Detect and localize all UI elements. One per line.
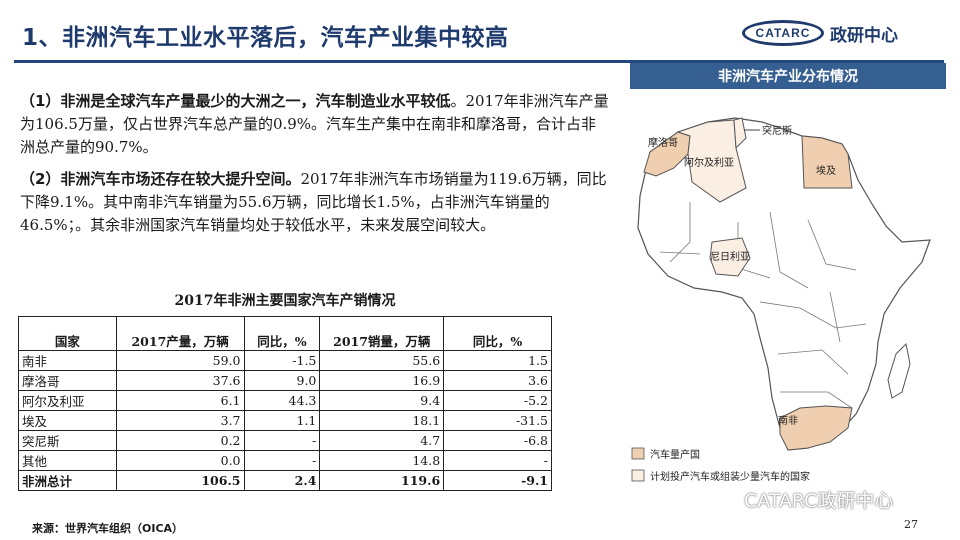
cell: -31.5 xyxy=(443,410,552,431)
paragraph-production-heading: （1）非洲是全球汽车产量最少的大洲之一，汽车制造业水平较低 xyxy=(20,92,451,110)
cell: 9.0 xyxy=(243,370,321,391)
cell: 119.6 xyxy=(319,470,445,491)
header-production: 2017产量，万辆 xyxy=(115,316,245,351)
map-south-africa xyxy=(779,405,853,451)
cell: 南非 xyxy=(18,350,117,371)
table-row: 突尼斯 0.2-4.7 -6.8 xyxy=(18,430,552,451)
map-algeria xyxy=(676,119,747,203)
cell: 埃及 xyxy=(18,410,117,431)
table-row: 阿尔及利亚 6.1 44.3 9.4 -5.2 xyxy=(18,390,552,411)
logo-text: 政研中心 xyxy=(830,25,898,46)
paragraph-production: （1）非洲是全球汽车产量最少的大洲之一，汽车制造业水平较低。2017年非洲汽车产… xyxy=(20,90,610,159)
table-title: 2017年非洲主要国家汽车产销情况 xyxy=(174,293,396,309)
legend-swatch-producer xyxy=(631,447,645,460)
map-title: 非洲汽车产业分布情况 xyxy=(630,63,946,89)
page-number: 27 xyxy=(904,518,918,531)
production-sales-table: 国家 2017产量，万辆 同比，% 2017销量，万辆 同比，% 南非 59.0-… xyxy=(18,316,552,491)
cell: - xyxy=(443,450,552,471)
cell: 16.9 xyxy=(319,370,445,391)
map-madagascar xyxy=(887,342,911,399)
map-label-morocco: 摩洛哥 xyxy=(648,136,678,149)
map-label-tunisia: 突尼斯 xyxy=(762,124,792,137)
cell: 0.2 xyxy=(115,430,245,451)
cell: 44.3 xyxy=(243,390,321,411)
header-sales: 2017销量，万辆 xyxy=(319,316,445,351)
cell: 14.8 xyxy=(319,450,445,471)
cell: -6.8 xyxy=(443,430,552,451)
map-tunisia xyxy=(733,117,747,150)
cell: 突尼斯 xyxy=(18,430,117,451)
wechat-watermark: CATARC政研中心 xyxy=(716,486,893,513)
cell: -1.5 xyxy=(243,350,321,371)
table-row: 埃及 3.7 1.1 18.1 -31.5 xyxy=(18,410,552,431)
header-production-yoy: 同比，% xyxy=(243,316,321,351)
map-country-borders xyxy=(659,202,867,409)
cell: 2.4 xyxy=(243,470,321,491)
cell: 3.7 xyxy=(115,410,245,431)
cell: 阿尔及利亚 xyxy=(18,390,117,411)
map-egypt xyxy=(801,135,853,189)
cell: 其他 xyxy=(18,450,117,471)
table-header-row: 国家 2017产量，万辆 同比，% 2017销量，万辆 同比，% xyxy=(18,316,552,351)
cell: 9.4 xyxy=(319,390,445,411)
table-total-row: 非洲总计 106.5 2.4 119.6 -9.1 xyxy=(18,470,552,491)
cell: 非洲总计 xyxy=(18,470,117,491)
logo-mark: CATARC xyxy=(742,20,824,46)
cell: 106.5 xyxy=(115,470,245,491)
legend-label-producer: 汽车量产国 xyxy=(650,448,700,461)
table-row: 摩洛哥 37.6 9.0 16.9 3.6 xyxy=(18,370,552,391)
cell: - xyxy=(243,430,321,451)
header-country: 国家 xyxy=(18,316,117,351)
cell: -9.1 xyxy=(443,470,552,491)
cell: 摩洛哥 xyxy=(18,370,117,391)
africa-map: 摩洛哥 突尼斯 阿尔及利亚 埃及 尼日利亚 南非 汽车量产国 计划投产汽车或组装… xyxy=(630,92,946,502)
watermark-text: CATARC政研中心 xyxy=(744,490,894,512)
cell: 59.0 xyxy=(115,350,245,371)
cell: 6.1 xyxy=(115,390,245,411)
header-sales-yoy: 同比，% xyxy=(443,316,552,351)
page-title: 1、非洲汽车工业水平落后，汽车产业集中较高 xyxy=(22,25,509,51)
cell: -5.2 xyxy=(443,390,552,411)
cell: 4.7 xyxy=(319,430,445,451)
source-note: 来源：世界汽车组织（OICA） xyxy=(32,522,184,535)
wechat-icon xyxy=(716,491,737,507)
paragraph-market-body: 2017年非洲汽车市场销量为119.6万辆，同比下降9.1%。其中南非汽车销量为… xyxy=(20,170,607,234)
map-label-egypt: 埃及 xyxy=(816,164,836,177)
map-label-algeria: 阿尔及利亚 xyxy=(684,156,734,169)
table-row: 南非 59.0 -1.5 55.6 1.5 xyxy=(18,350,552,371)
catarc-logo: CATARC 政研中心 xyxy=(742,18,942,48)
map-label-south-africa: 南非 xyxy=(778,414,798,427)
cell: 3.6 xyxy=(443,370,552,391)
paragraph-market: （2）非洲汽车市场还存在较大提升空间。2017年非洲汽车市场销量为119.6万辆… xyxy=(20,168,610,237)
map-africa-outline xyxy=(637,117,931,451)
cell: 1.5 xyxy=(443,350,552,371)
map-nigeria xyxy=(709,237,751,277)
cell: 37.6 xyxy=(115,370,245,391)
paragraph-market-heading: （2）非洲汽车市场还存在较大提升空间。 xyxy=(20,170,301,188)
legend-swatch-planned xyxy=(631,469,645,482)
table-row: 其他 0.0-14.8- xyxy=(18,450,552,471)
cell: - xyxy=(243,450,321,471)
cell: 1.1 xyxy=(243,410,321,431)
cell: 18.1 xyxy=(319,410,445,431)
cell: 55.6 xyxy=(319,350,445,371)
paragraph-production-body: 。2017年非洲汽车产量为106.5万量，仅占世界汽车总产量的0.9%。汽车生产… xyxy=(20,92,609,156)
legend-label-planned: 计划投产汽车或组装少量汽车的国家 xyxy=(650,470,810,483)
cell: 0.0 xyxy=(115,450,245,471)
map-label-nigeria: 尼日利亚 xyxy=(710,251,750,263)
title-divider xyxy=(14,60,944,63)
